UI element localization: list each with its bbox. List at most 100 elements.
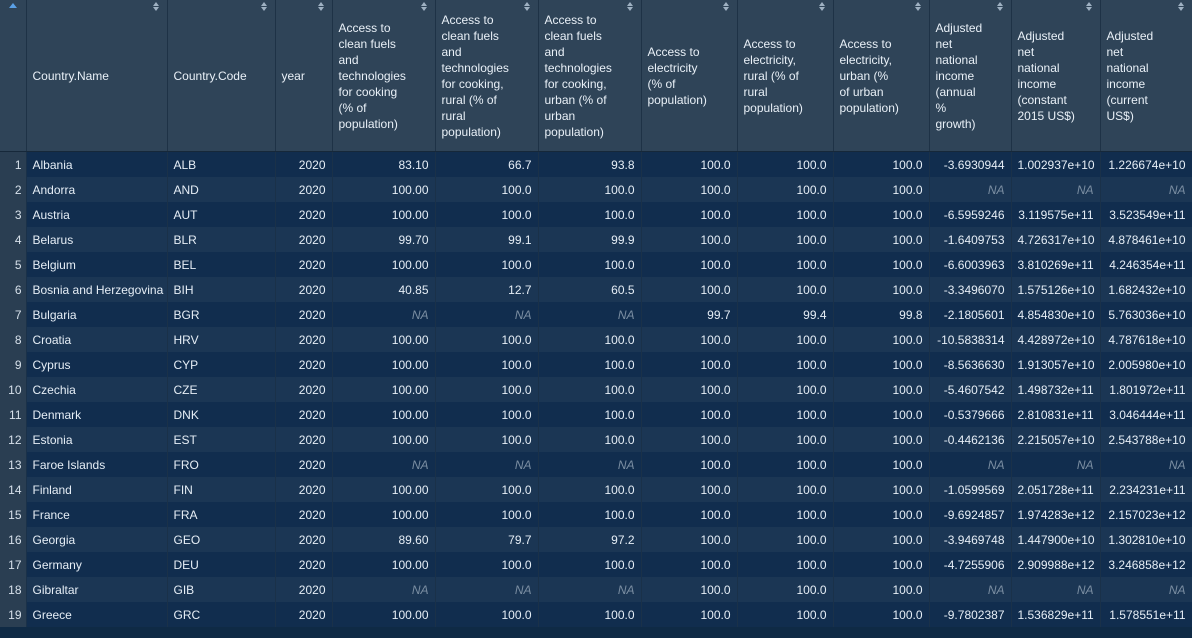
table-cell[interactable]: 2020 [275,177,333,202]
table-cell[interactable]: 100.0 [833,602,930,627]
table-cell[interactable]: 100.0 [641,602,738,627]
table-cell[interactable]: NA [1100,452,1192,477]
table-cell[interactable]: NA [929,452,1012,477]
table-row[interactable]: 13 Faroe Islands FRO 2020 NA NA NA 100.0 100.0 10… [0,452,1192,477]
table-cell[interactable]: CYP [167,352,276,377]
table-row[interactable]: 6 Bosnia and Herzegovina BIH 2020 40.85 12.7 6… [0,277,1192,302]
table-cell[interactable]: 100.0 [641,202,738,227]
table-cell[interactable]: 100.0 [737,602,834,627]
table-cell[interactable]: 100.0 [641,327,738,352]
table-cell[interactable]: 83.10 [332,151,436,177]
table-cell[interactable]: 2020 [275,202,333,227]
table-cell[interactable]: 100.0 [737,452,834,477]
table-cell[interactable]: 97.2 [538,527,642,552]
table-cell[interactable]: 100.0 [435,477,539,502]
table-row[interactable]: 3 Austria AUT 2020 100.00 100.0 100.0 100.0 100.… [0,202,1192,227]
table-cell[interactable]: AUT [167,202,276,227]
table-row[interactable]: 19 Greece GRC 2020 100.00 100.0 100.0 100.0 100.… [0,602,1192,627]
table-cell[interactable]: 1.302810e+10 [1100,527,1192,552]
table-cell[interactable]: DNK [167,402,276,427]
table-cell[interactable]: 100.0 [641,552,738,577]
column-header[interactable]: Adjusted net national income (annual % g… [929,0,1012,152]
table-cell[interactable]: NA [332,577,436,602]
table-cell[interactable]: 100.00 [332,552,436,577]
table-cell[interactable]: AND [167,177,276,202]
row-number-header[interactable] [0,0,27,152]
table-cell[interactable]: 40.85 [332,277,436,302]
table-cell[interactable]: 100.0 [833,352,930,377]
sort-icon[interactable] [152,0,161,12]
table-cell[interactable]: Denmark [26,402,168,427]
table-cell[interactable]: 100.0 [538,377,642,402]
table-cell[interactable]: 100.0 [737,402,834,427]
table-cell[interactable]: 100.0 [538,427,642,452]
table-cell[interactable]: 100.0 [435,402,539,427]
column-header[interactable]: Country.Code [167,0,276,152]
table-cell[interactable]: FIN [167,477,276,502]
table-cell[interactable]: -9.6924857 [929,502,1012,527]
table-cell[interactable]: Bosnia and Herzegovina [26,277,168,302]
table-cell[interactable]: -2.1805601 [929,302,1012,327]
table-cell[interactable]: 100.00 [332,602,436,627]
table-cell[interactable]: -0.4462136 [929,427,1012,452]
table-cell[interactable]: 2020 [275,402,333,427]
table-cell[interactable]: 99.70 [332,227,436,252]
table-cell[interactable]: 2020 [275,602,333,627]
table-cell[interactable]: Andorra [26,177,168,202]
table-cell[interactable]: 1.536829e+11 [1011,602,1101,627]
table-cell[interactable]: 100.0 [737,552,834,577]
table-row[interactable]: 10 Czechia CZE 2020 100.00 100.0 100.0 100.0 100… [0,377,1192,402]
table-cell[interactable]: -4.7255906 [929,552,1012,577]
table-cell[interactable]: Faroe Islands [26,452,168,477]
table-cell[interactable]: NA [1011,452,1101,477]
table-cell[interactable]: NA [1011,177,1101,202]
table-cell[interactable]: 1.226674e+10 [1100,151,1192,177]
table-cell[interactable]: 66.7 [435,151,539,177]
table-cell[interactable]: FRA [167,502,276,527]
table-cell[interactable]: Cyprus [26,352,168,377]
table-cell[interactable]: Germany [26,552,168,577]
sort-icon[interactable] [260,0,269,12]
table-cell[interactable]: -3.6930944 [929,151,1012,177]
table-cell[interactable]: 4.878461e+10 [1100,227,1192,252]
sort-icon[interactable] [996,0,1005,12]
table-cell[interactable]: France [26,502,168,527]
table-row[interactable]: 14 Finland FIN 2020 100.00 100.0 100.0 100.0 100… [0,477,1192,502]
table-cell[interactable]: GRC [167,602,276,627]
table-cell[interactable]: 100.0 [737,427,834,452]
table-cell[interactable]: 100.0 [641,151,738,177]
table-cell[interactable]: 2020 [275,452,333,477]
table-cell[interactable]: NA [332,302,436,327]
table-cell[interactable]: 4.428972e+10 [1011,327,1101,352]
table-cell[interactable]: 2020 [275,502,333,527]
table-cell[interactable]: 100.0 [833,577,930,602]
table-row[interactable]: 12 Estonia EST 2020 100.00 100.0 100.0 100.0 100… [0,427,1192,452]
table-cell[interactable]: BGR [167,302,276,327]
table-cell[interactable]: Estonia [26,427,168,452]
table-row[interactable]: 18 Gibraltar GIB 2020 NA NA NA 100.0 100.0 100.0 N… [0,577,1192,602]
table-cell[interactable]: 100.0 [435,327,539,352]
table-cell[interactable]: NA [435,452,539,477]
table-cell[interactable]: 5.763036e+10 [1100,302,1192,327]
table-cell[interactable]: Georgia [26,527,168,552]
table-row[interactable]: 15 France FRA 2020 100.00 100.0 100.0 100.0 100.… [0,502,1192,527]
column-header[interactable]: Access to clean fuels and technologies f… [435,0,539,152]
table-cell[interactable]: 100.0 [833,477,930,502]
table-cell[interactable]: 100.0 [641,352,738,377]
table-cell[interactable]: 2020 [275,227,333,252]
sort-icon[interactable] [818,0,827,12]
table-cell[interactable]: 100.0 [833,277,930,302]
table-cell[interactable]: 100.0 [641,527,738,552]
table-cell[interactable]: 100.0 [833,252,930,277]
sort-icon[interactable] [626,0,635,12]
table-cell[interactable]: 100.0 [641,452,738,477]
table-cell[interactable]: CZE [167,377,276,402]
table-row[interactable]: 8 Croatia HRV 2020 100.00 100.0 100.0 100.0 100.… [0,327,1192,352]
table-cell[interactable]: 100.0 [538,477,642,502]
table-cell[interactable]: 2.215057e+10 [1011,427,1101,452]
table-cell[interactable]: 100.0 [435,552,539,577]
table-cell[interactable]: -1.0599569 [929,477,1012,502]
table-cell[interactable]: 100.0 [435,377,539,402]
table-cell[interactable]: 100.0 [737,202,834,227]
table-cell[interactable]: 4.854830e+10 [1011,302,1101,327]
